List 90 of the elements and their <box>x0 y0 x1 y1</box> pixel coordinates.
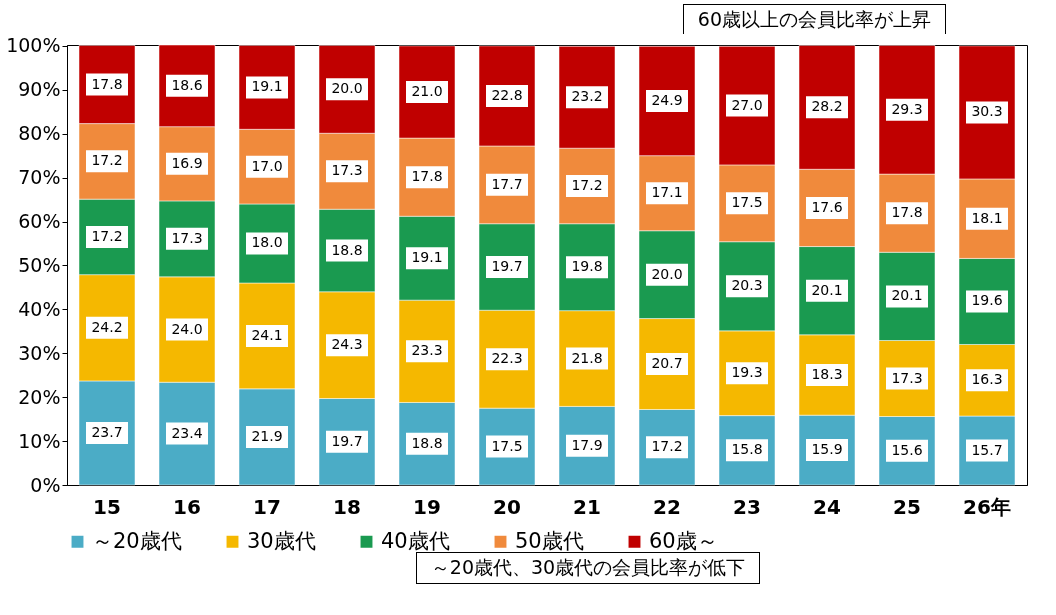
data-label: 18.6 <box>171 76 203 93</box>
data-label: 15.8 <box>731 441 763 458</box>
legend-label: ～20歳代 <box>92 528 182 553</box>
data-label: 17.8 <box>891 204 923 221</box>
data-label: 23.7 <box>91 423 123 440</box>
data-label: 20.7 <box>651 355 683 372</box>
x-tick-label: 19 <box>413 494 441 519</box>
data-label: 18.8 <box>411 434 443 451</box>
data-label: 24.9 <box>651 91 683 108</box>
data-label: 23.2 <box>571 88 603 105</box>
x-tick-label: 18 <box>333 494 361 519</box>
x-tick-label: 21 <box>573 494 601 519</box>
data-label: 20.1 <box>891 287 923 304</box>
data-label: 21.0 <box>411 82 443 99</box>
data-label: 18.8 <box>331 241 363 258</box>
y-tick-label: 80% <box>18 122 61 145</box>
y-tick-label: 100% <box>6 34 61 57</box>
data-label: 29.3 <box>891 100 923 117</box>
data-label: 20.0 <box>651 265 683 282</box>
x-tick-label: 24 <box>813 494 841 519</box>
data-label: 24.2 <box>91 318 123 335</box>
data-label: 17.2 <box>571 176 603 193</box>
data-label: 22.8 <box>491 86 523 103</box>
data-label: 27.0 <box>731 96 763 113</box>
data-label: 19.1 <box>411 249 443 266</box>
data-label: 17.2 <box>91 152 123 169</box>
legend-label: 40歳代 <box>381 528 450 553</box>
y-tick-label: 50% <box>18 253 61 276</box>
data-label: 19.8 <box>571 258 603 275</box>
data-label: 19.3 <box>731 364 763 381</box>
data-label: 17.1 <box>651 184 683 201</box>
data-label: 17.0 <box>251 157 283 174</box>
data-label: 30.3 <box>971 103 1003 120</box>
data-label: 21.9 <box>251 427 283 444</box>
data-label: 16.3 <box>971 371 1003 388</box>
data-label: 17.2 <box>651 438 683 455</box>
data-label: 19.7 <box>331 432 363 449</box>
y-tick-label: 60% <box>18 210 61 233</box>
x-tick-label: 22 <box>653 494 681 519</box>
data-label: 17.5 <box>491 437 523 454</box>
data-label: 17.2 <box>91 227 123 244</box>
x-tick-label: 25 <box>893 494 921 519</box>
data-label: 15.6 <box>891 441 923 458</box>
y-tick-label: 10% <box>18 429 61 452</box>
data-label: 17.8 <box>411 168 443 185</box>
data-label: 15.7 <box>971 441 1003 458</box>
data-label: 17.7 <box>491 175 523 192</box>
data-label: 17.5 <box>731 194 763 211</box>
text: 60歳以上の会員比率が上昇 <box>682 4 946 36</box>
x-tick-label: 17 <box>253 494 281 519</box>
y-tick-label: 70% <box>18 166 61 189</box>
y-tick-label: 20% <box>18 385 61 408</box>
data-label: 17.3 <box>171 229 203 246</box>
x-tick-label: 20 <box>493 494 521 519</box>
data-label: 17.6 <box>811 198 843 215</box>
data-label: 20.1 <box>811 281 843 298</box>
data-label: 20.0 <box>331 80 363 97</box>
data-label: 16.9 <box>171 154 203 171</box>
data-label: 28.2 <box>811 98 843 115</box>
data-label: 21.8 <box>571 349 603 366</box>
y-tick-label: 40% <box>18 297 61 320</box>
y-tick-label: 30% <box>18 341 61 364</box>
data-label: 22.3 <box>491 350 523 367</box>
x-tick-label: 23 <box>733 494 761 519</box>
x-tick-label: 15 <box>93 494 121 519</box>
data-label: 19.6 <box>971 292 1003 309</box>
data-label: 18.0 <box>251 234 283 251</box>
x-tick-label: 26年 <box>963 494 1011 519</box>
data-label: 17.9 <box>571 436 603 453</box>
data-label: 19.7 <box>491 257 523 274</box>
data-label: 17.3 <box>331 162 363 179</box>
data-label: 24.0 <box>171 320 203 337</box>
legend-label: 60歳～ <box>649 528 718 553</box>
data-label: 23.4 <box>171 424 203 441</box>
data-label: 24.3 <box>331 336 363 353</box>
data-label: 17.8 <box>91 75 123 92</box>
data-label: 15.9 <box>811 441 843 458</box>
data-label: 24.1 <box>251 326 283 343</box>
data-label: 19.1 <box>251 78 283 95</box>
legend-label: 30歳代 <box>247 528 316 553</box>
x-tick-label: 16 <box>173 494 201 519</box>
legend-label: 50歳代 <box>515 528 584 553</box>
data-label: 18.1 <box>971 209 1003 226</box>
data-label: 18.3 <box>811 366 843 382</box>
data-label: 23.3 <box>411 342 443 359</box>
y-tick-label: 0% <box>30 473 61 496</box>
y-tick-label: 90% <box>18 78 61 101</box>
data-label: 17.3 <box>891 369 923 386</box>
text: ～20歳代、30歳代の会員比率が低下 <box>415 552 761 584</box>
data-label: 20.3 <box>731 277 763 294</box>
